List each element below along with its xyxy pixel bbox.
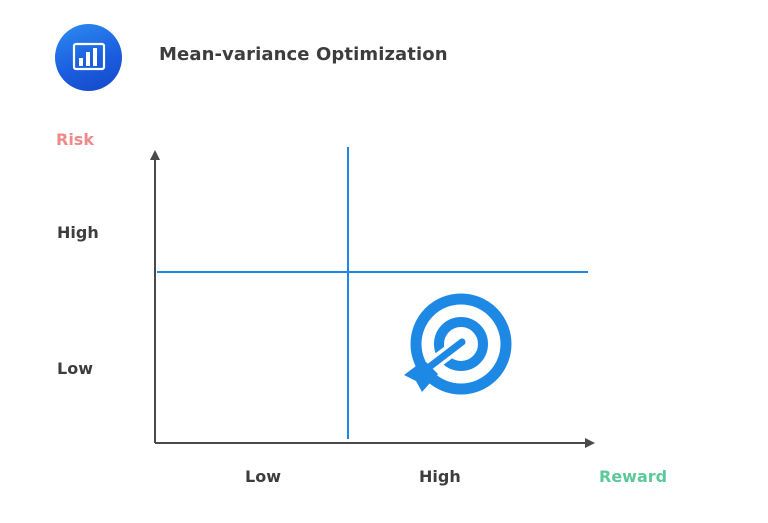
page-title: Mean-variance Optimization [159,44,448,65]
target-arrow-icon [404,293,512,395]
y-axis [150,150,160,443]
x-axis [155,438,595,448]
y-level-low: Low [57,359,93,378]
x-level-high: High [419,467,461,486]
y-level-high: High [57,223,99,242]
x-axis-label: Reward [599,467,668,486]
y-axis-label: Risk [56,130,94,149]
x-level-low: Low [245,467,281,486]
bar-chart-icon [55,24,122,91]
